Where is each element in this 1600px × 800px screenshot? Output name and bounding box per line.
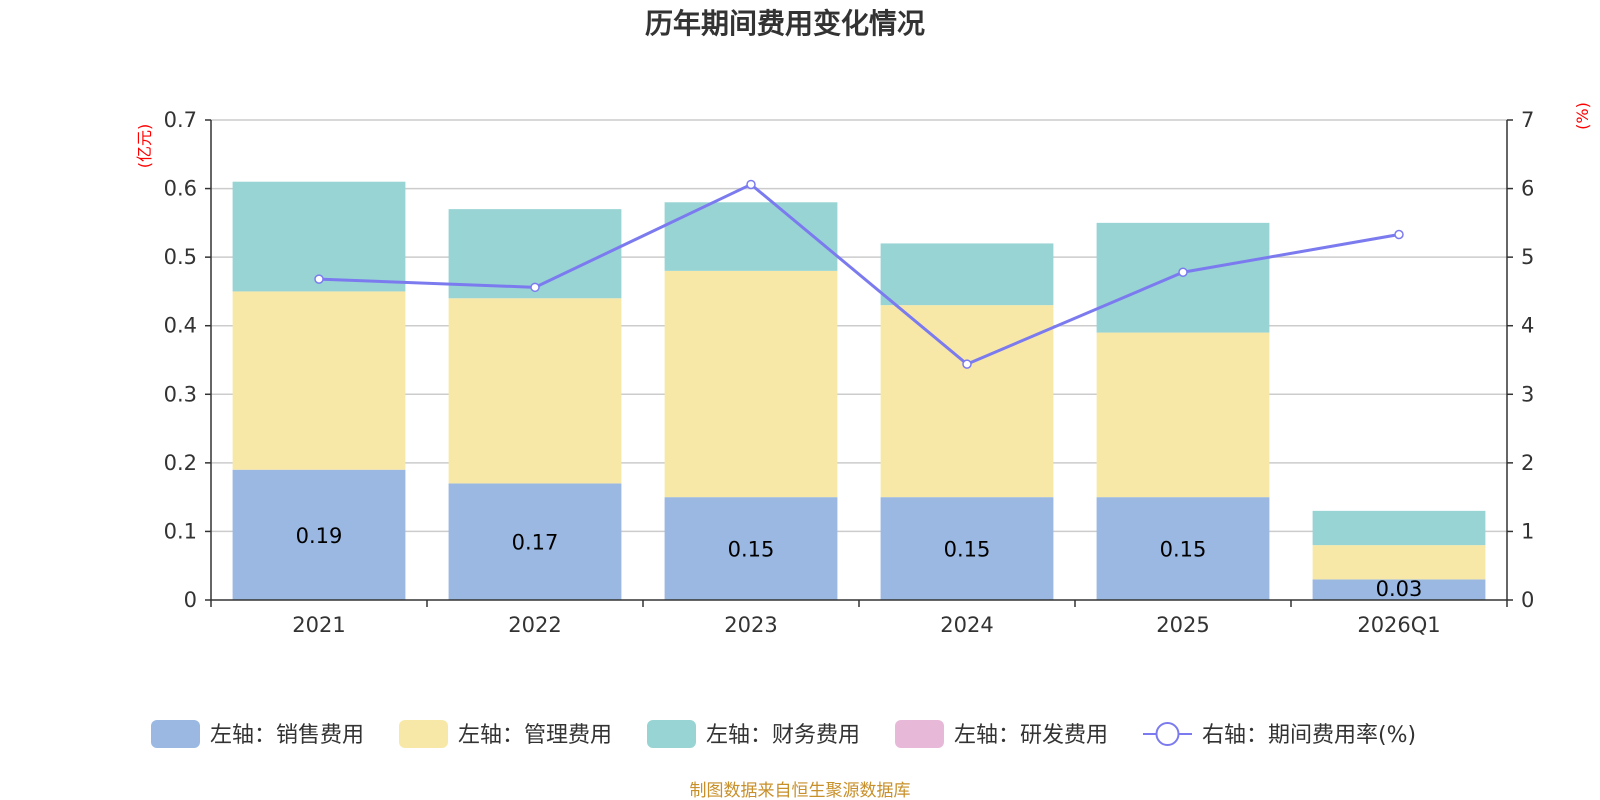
rate-line xyxy=(314,179,1404,369)
x-tick-label: 2023 xyxy=(724,613,777,637)
left-tick-label: 0.4 xyxy=(164,314,197,338)
right-tick-label: 7 xyxy=(1521,108,1534,132)
data-labels: 0.19 0.17 0.15 0.15 0.15 0.03 xyxy=(296,524,1423,601)
rate-point xyxy=(530,282,540,293)
right-tick-label: 0 xyxy=(1521,588,1534,612)
legend-label: 左轴：研发费用 xyxy=(954,723,1108,748)
bar-segment-series-1 xyxy=(232,291,406,470)
left-tick-label: 0 xyxy=(184,588,197,612)
grid xyxy=(211,119,1507,533)
legend-label: 左轴：销售费用 xyxy=(210,723,364,748)
rate-point xyxy=(1178,267,1188,277)
data-label: 0.15 xyxy=(728,538,775,562)
legend-label: 左轴：管理费用 xyxy=(458,723,612,748)
left-tick-label: 0.5 xyxy=(164,245,197,269)
left-tick-label: 0.2 xyxy=(164,451,197,475)
left-tick-label: 0.7 xyxy=(164,108,197,132)
bar-segment-series-1 xyxy=(880,305,1054,498)
data-label: 0.17 xyxy=(512,531,559,555)
data-label: 0.15 xyxy=(944,538,991,562)
bar-segment-series-1 xyxy=(1096,332,1270,498)
bars xyxy=(232,181,1486,600)
rate-point xyxy=(314,274,324,284)
x-tick-label: 2026Q1 xyxy=(1357,613,1440,637)
right-tick-label: 4 xyxy=(1521,314,1534,338)
x-tick-label: 2024 xyxy=(940,613,993,637)
legend-swatch xyxy=(399,720,448,748)
left-axis-unit: (亿元) xyxy=(135,124,154,169)
bar-segment-series-0 xyxy=(448,483,622,600)
bar-segment-series-0 xyxy=(232,469,406,600)
bar-segment-series-1 xyxy=(664,270,838,498)
bar-segment-series-2 xyxy=(1312,510,1486,546)
bar-segment-series-0 xyxy=(1312,579,1486,600)
rate-point xyxy=(962,359,972,369)
legend-label: 左轴：财务费用 xyxy=(706,723,860,748)
x-tick-label: 2022 xyxy=(508,613,561,637)
data-label: 0.15 xyxy=(1160,538,1207,562)
bar-segment-series-0 xyxy=(880,497,1054,600)
left-tick-label: 0.6 xyxy=(164,177,197,201)
bar-segment-series-1 xyxy=(1312,545,1486,580)
legend: 左轴：销售费用 左轴：管理费用 左轴：财务费用 左轴：研发费用 右轴：期间费用率(%) xyxy=(151,720,1416,748)
source-note: 制图数据来自恒生聚源数据库 xyxy=(690,781,911,800)
bar-segment-series-2 xyxy=(880,243,1054,306)
rate-line-path xyxy=(318,182,1400,366)
bar-segment-series-0 xyxy=(1096,497,1270,600)
legend-swatch xyxy=(895,720,944,748)
legend-swatch xyxy=(151,720,200,748)
bar-segment-series-2 xyxy=(664,202,838,271)
right-tick-label: 3 xyxy=(1521,382,1534,406)
x-tick-label: 2021 xyxy=(292,613,345,637)
rate-point xyxy=(746,179,756,190)
legend-swatch xyxy=(647,720,696,748)
right-tick-label: 6 xyxy=(1521,177,1534,201)
data-label: 0.19 xyxy=(296,524,343,548)
bar-segment-series-0 xyxy=(664,497,838,600)
right-tick-label: 1 xyxy=(1521,519,1534,543)
bar-segment-series-1 xyxy=(448,298,622,484)
bar-segment-series-2 xyxy=(232,181,406,292)
chart-title: 历年期间费用变化情况 xyxy=(645,7,925,40)
right-axis-unit: (%) xyxy=(1573,102,1592,130)
bar-segment-series-2 xyxy=(1096,222,1270,333)
x-tick-label: 2025 xyxy=(1156,613,1209,637)
legend-label: 右轴：期间费用率(%) xyxy=(1202,723,1416,748)
axes: 0 0.1 0.2 0.3 0.4 0.5 0.6 0.7 0 1 2 3 4 5 6 7 2021 2022 20… xyxy=(164,108,1535,637)
right-tick-label: 5 xyxy=(1521,245,1534,269)
right-tick-label: 2 xyxy=(1521,451,1534,475)
legend-marker xyxy=(1155,722,1180,746)
data-label: 0.03 xyxy=(1376,577,1423,601)
rate-point xyxy=(1394,229,1404,240)
left-tick-label: 0.3 xyxy=(164,382,197,406)
left-tick-label: 0.1 xyxy=(164,519,197,543)
